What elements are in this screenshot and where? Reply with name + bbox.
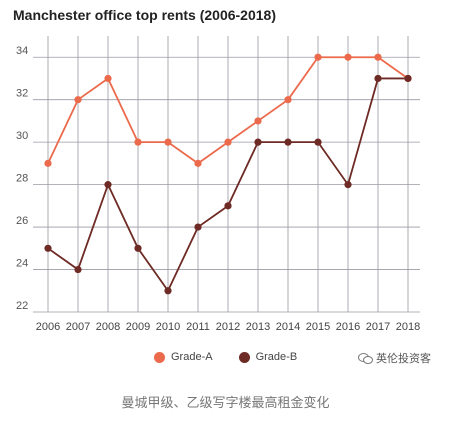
figure-caption: 曼城甲级、乙级写字楼最高租金变化 [121, 396, 330, 411]
watermark-text: 英伦投资客 [376, 352, 431, 365]
data-point-grade-a [314, 53, 322, 61]
y-tick-label: 32 [16, 88, 28, 100]
data-point-grade-b [254, 138, 262, 146]
wechat-icon [358, 352, 373, 364]
data-point-grade-a [194, 159, 202, 167]
x-tick-label: 2016 [336, 321, 360, 333]
x-tick-label: 2014 [276, 321, 300, 333]
watermark: 英伦投资客 [358, 350, 431, 366]
y-tick-label: 34 [16, 45, 28, 57]
y-tick-label: 30 [16, 130, 28, 142]
data-point-grade-b [194, 223, 202, 231]
x-tick-label: 2009 [126, 321, 150, 333]
line-chart: 22 24 26 28 30 32 34 2006 2007 2008 2009 2010 2011 20… [16, 36, 420, 333]
legend-marker-grade-a [154, 351, 165, 363]
legend-label-grade-a: Grade-A [171, 351, 213, 363]
legend-label-grade-b: Grade-B [255, 351, 298, 363]
legend-item-grade-a: Grade-A [154, 351, 213, 363]
data-point-grade-b [224, 202, 232, 210]
x-tick-label: 2010 [156, 321, 180, 333]
data-point-grade-b [344, 181, 352, 189]
x-tick-label: 2013 [246, 321, 270, 333]
x-tick-label: 2015 [306, 321, 330, 333]
data-point-grade-a [224, 138, 232, 146]
y-tick-label: 28 [16, 173, 28, 185]
chart-legend: Grade-A Grade-B [154, 351, 313, 363]
x-tick-label: 2012 [216, 321, 240, 333]
data-point-grade-b [134, 244, 142, 252]
data-point-grade-b [44, 244, 52, 252]
data-point-grade-a [344, 53, 352, 61]
legend-item-grade-b: Grade-B [238, 351, 298, 363]
data-point-grade-b [374, 74, 382, 83]
x-tick-label: 2018 [396, 321, 420, 333]
data-point-grade-a [134, 138, 142, 146]
data-point-grade-a [44, 159, 52, 167]
y-tick-label: 22 [16, 300, 28, 312]
x-tick-label: 2011 [186, 321, 210, 333]
chart-title: Manchester office top rents (2006-2018) [13, 7, 276, 23]
data-point-grade-b [164, 287, 172, 295]
data-point-grade-b [104, 181, 112, 189]
x-tick-label: 2008 [96, 321, 120, 333]
y-tick-label: 24 [16, 258, 28, 270]
data-point-grade-b [284, 138, 292, 146]
x-tick-label: 2007 [66, 321, 90, 333]
data-point-grade-a [374, 53, 382, 61]
data-point-grade-b [74, 265, 82, 274]
data-point-grade-b [314, 138, 322, 146]
legend-marker-grade-b [238, 351, 250, 363]
data-point-grade-a [284, 96, 292, 104]
y-tick-label: 26 [16, 215, 28, 227]
data-point-grade-a [104, 74, 112, 83]
data-point-grade-a [164, 138, 172, 146]
x-tick-label: 2006 [36, 321, 60, 333]
data-point-grade-a [74, 96, 82, 104]
x-tick-label: 2017 [366, 321, 390, 333]
data-point-grade-b [404, 74, 412, 83]
data-point-grade-a [254, 117, 262, 125]
